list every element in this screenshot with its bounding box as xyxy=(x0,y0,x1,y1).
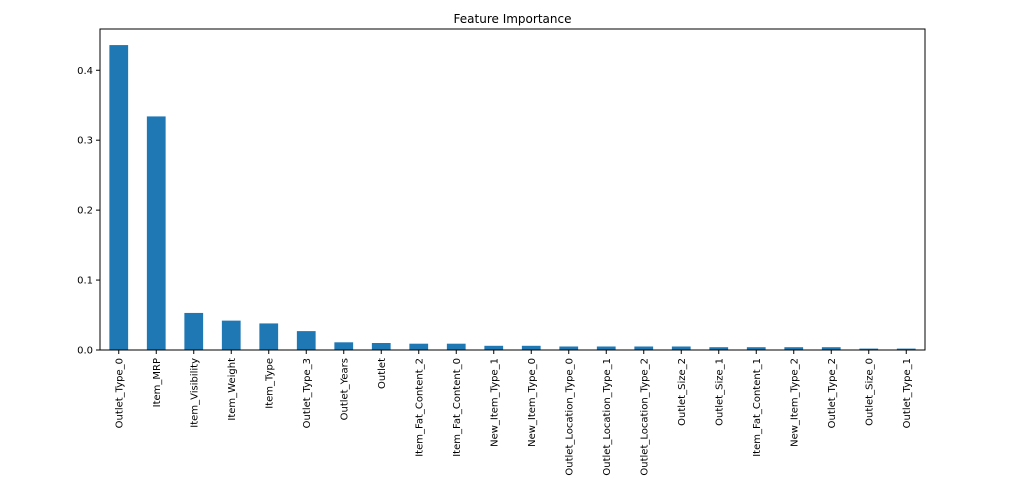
x-tick-label: Outlet_Type_3 xyxy=(302,358,313,428)
x-tick-label: Item_Visibility xyxy=(189,358,200,428)
x-tick-label: Outlet_Location_Type_1 xyxy=(602,358,613,476)
x-tick-label: Outlet_Size_0 xyxy=(864,358,875,426)
bar-outlet-years xyxy=(334,342,354,350)
bar-outlet-location-type-2 xyxy=(634,346,654,350)
bar-item-fat-content-2 xyxy=(409,343,429,350)
bar-new-item-type-1 xyxy=(484,345,504,350)
bar-outlet-type-0 xyxy=(109,45,129,351)
x-tick-label: Outlet_Years xyxy=(339,358,350,420)
x-tick-label: Outlet_Location_Type_0 xyxy=(564,358,575,476)
bar-outlet-type-1 xyxy=(896,348,916,350)
bar-item-fat-content-0 xyxy=(446,343,466,350)
x-tick-label: Outlet_Type_1 xyxy=(902,358,913,428)
x-tick-label: New_Item_Type_0 xyxy=(527,358,538,447)
x-tick-label: Item_Weight xyxy=(227,358,238,421)
bar-new-item-type-0 xyxy=(521,345,541,350)
x-tick-label: Outlet_Type_0 xyxy=(114,358,125,428)
bar-item-fat-content-1 xyxy=(746,347,766,350)
y-tick-label: 0.0 xyxy=(77,346,93,357)
bar-item-type xyxy=(259,323,279,350)
x-tick-label: Item_Fat_Content_0 xyxy=(452,358,463,457)
bars-group xyxy=(109,45,916,351)
y-tick-label: 0.4 xyxy=(77,66,93,77)
bar-outlet-size-2 xyxy=(671,346,691,350)
y-tick-label: 0.2 xyxy=(77,206,93,217)
bar-item-weight xyxy=(221,320,241,350)
bar-outlet-location-type-0 xyxy=(559,346,579,350)
x-tick-label: Item_Fat_Content_1 xyxy=(752,358,763,457)
bar-outlet-location-type-1 xyxy=(596,346,616,350)
x-tick-label: Item_Type xyxy=(264,358,275,409)
y-tick-label: 0.3 xyxy=(77,136,93,147)
bar-new-item-type-2 xyxy=(784,347,804,350)
chart-title: Feature Importance xyxy=(454,12,572,26)
y-tick-label: 0.1 xyxy=(77,276,93,287)
x-axis: Outlet_Type_0 Item_MRP Item_Visibility Item… xyxy=(114,350,913,476)
x-tick-label: Outlet_Type_2 xyxy=(827,358,838,428)
bar-outlet-size-1 xyxy=(709,347,729,350)
bar-outlet xyxy=(371,343,391,350)
x-tick-label: Item_Fat_Content_2 xyxy=(414,358,425,457)
x-tick-label: New_Item_Type_2 xyxy=(789,358,800,447)
bar-item-mrp xyxy=(146,116,166,350)
plot-area-frame xyxy=(99,28,926,351)
y-axis: 0.0 0.1 0.2 0.3 0.4 xyxy=(77,66,100,357)
x-tick-label: Outlet_Size_1 xyxy=(714,358,725,426)
bar-outlet-type-3 xyxy=(296,331,316,350)
x-tick-label: Item_MRP xyxy=(152,358,163,407)
x-tick-label: Outlet_Size_2 xyxy=(677,358,688,426)
x-tick-label: Outlet_Location_Type_2 xyxy=(639,358,650,476)
bar-item-visibility xyxy=(184,312,204,350)
x-tick-label: Outlet xyxy=(377,358,388,389)
bar-outlet-size-0 xyxy=(859,348,879,350)
x-tick-label: New_Item_Type_1 xyxy=(489,358,500,447)
bar-outlet-type-2 xyxy=(821,347,841,350)
